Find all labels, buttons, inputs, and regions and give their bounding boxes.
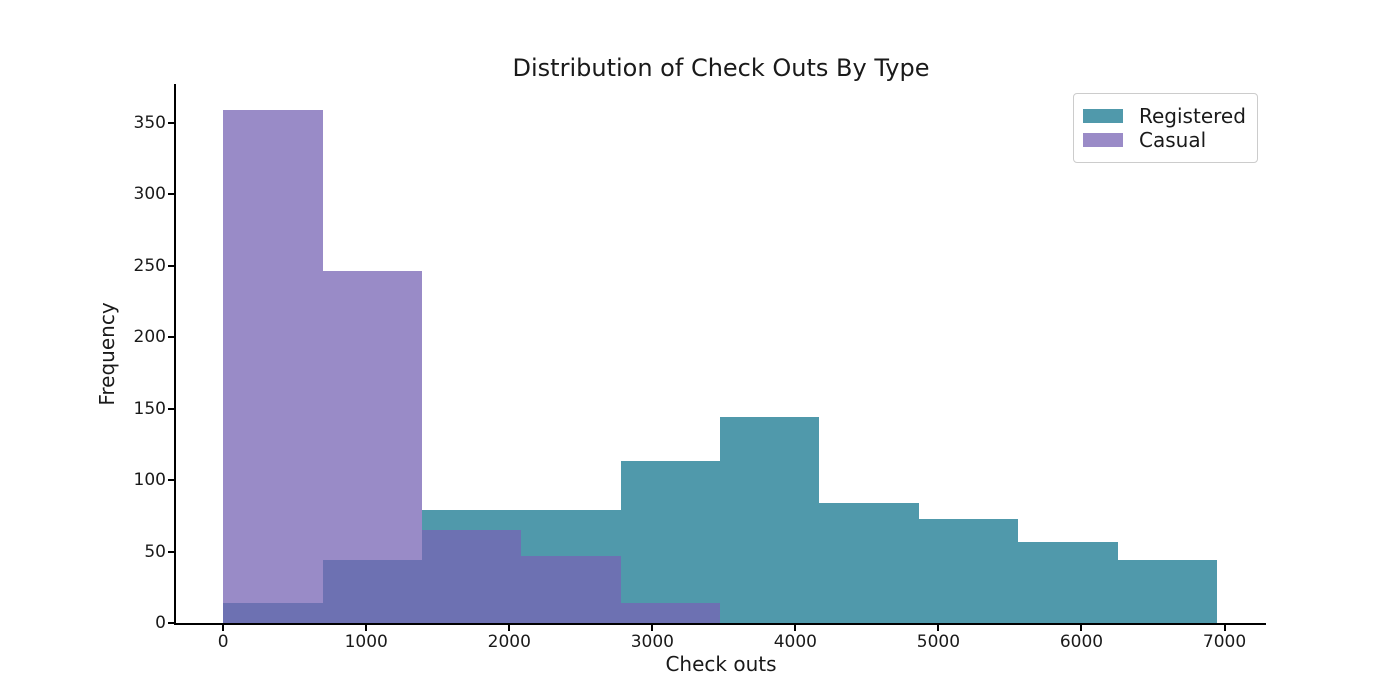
hist-bar-casual (422, 530, 522, 623)
y-tick-label: 250 (133, 255, 166, 276)
hist-bar-registered (1018, 541, 1118, 623)
y-tick-label: 0 (155, 613, 166, 633)
legend-entry-casual: Casual (1083, 128, 1249, 152)
legend: Registered Casual (1073, 93, 1258, 163)
y-tick-label: 50 (144, 541, 166, 562)
hist-bar-registered (1117, 560, 1217, 623)
y-tick (168, 193, 174, 196)
legend-swatch-registered (1083, 109, 1123, 123)
x-tick (651, 625, 654, 631)
y-tick-label: 100 (133, 470, 166, 491)
hist-bar-casual (620, 602, 721, 623)
y-tick (168, 407, 174, 410)
y-tick (168, 622, 174, 624)
x-tick (365, 625, 368, 631)
hist-bar-casual (223, 109, 323, 623)
x-tick-label: 7000 (1202, 632, 1247, 652)
x-tick (1080, 625, 1083, 631)
hist-bar-registered (620, 461, 721, 623)
y-tick-label: 300 (133, 184, 166, 205)
y-tick-label: 150 (133, 398, 166, 419)
hist-bar-casual (521, 555, 621, 623)
hist-bar-casual (322, 271, 423, 623)
y-tick (168, 336, 174, 339)
x-tick (1223, 625, 1226, 631)
y-tick (168, 479, 174, 482)
x-tick-label: 6000 (1059, 632, 1104, 652)
hist-bar-registered (918, 518, 1019, 623)
y-tick (168, 121, 174, 124)
x-tick-label: 3000 (630, 632, 674, 652)
hist-bar-registered (720, 417, 820, 623)
legend-label: Registered (1139, 104, 1246, 128)
x-tick-label: 2000 (487, 632, 531, 652)
plot-area (174, 84, 1266, 625)
hist-bar-registered (819, 502, 919, 623)
x-tick-label: 4000 (773, 632, 817, 652)
y-axis-label: Frequency (95, 302, 119, 406)
legend-swatch-casual (1083, 133, 1123, 147)
x-axis-label: Check outs (665, 652, 777, 676)
x-tick (222, 625, 225, 631)
chart-title: Distribution of Check Outs By Type (512, 54, 930, 82)
y-tick (168, 264, 174, 267)
y-tick-label: 350 (133, 112, 166, 133)
legend-label: Casual (1139, 128, 1207, 152)
x-tick (794, 625, 797, 631)
x-tick (937, 625, 940, 631)
legend-entry-registered: Registered (1083, 104, 1249, 128)
x-tick-label: 1000 (344, 632, 388, 652)
y-tick (168, 550, 174, 553)
y-tick-label: 200 (133, 327, 166, 348)
x-tick (508, 625, 511, 631)
x-tick-label: 5000 (916, 632, 961, 652)
x-tick-label: 0 (217, 632, 229, 652)
